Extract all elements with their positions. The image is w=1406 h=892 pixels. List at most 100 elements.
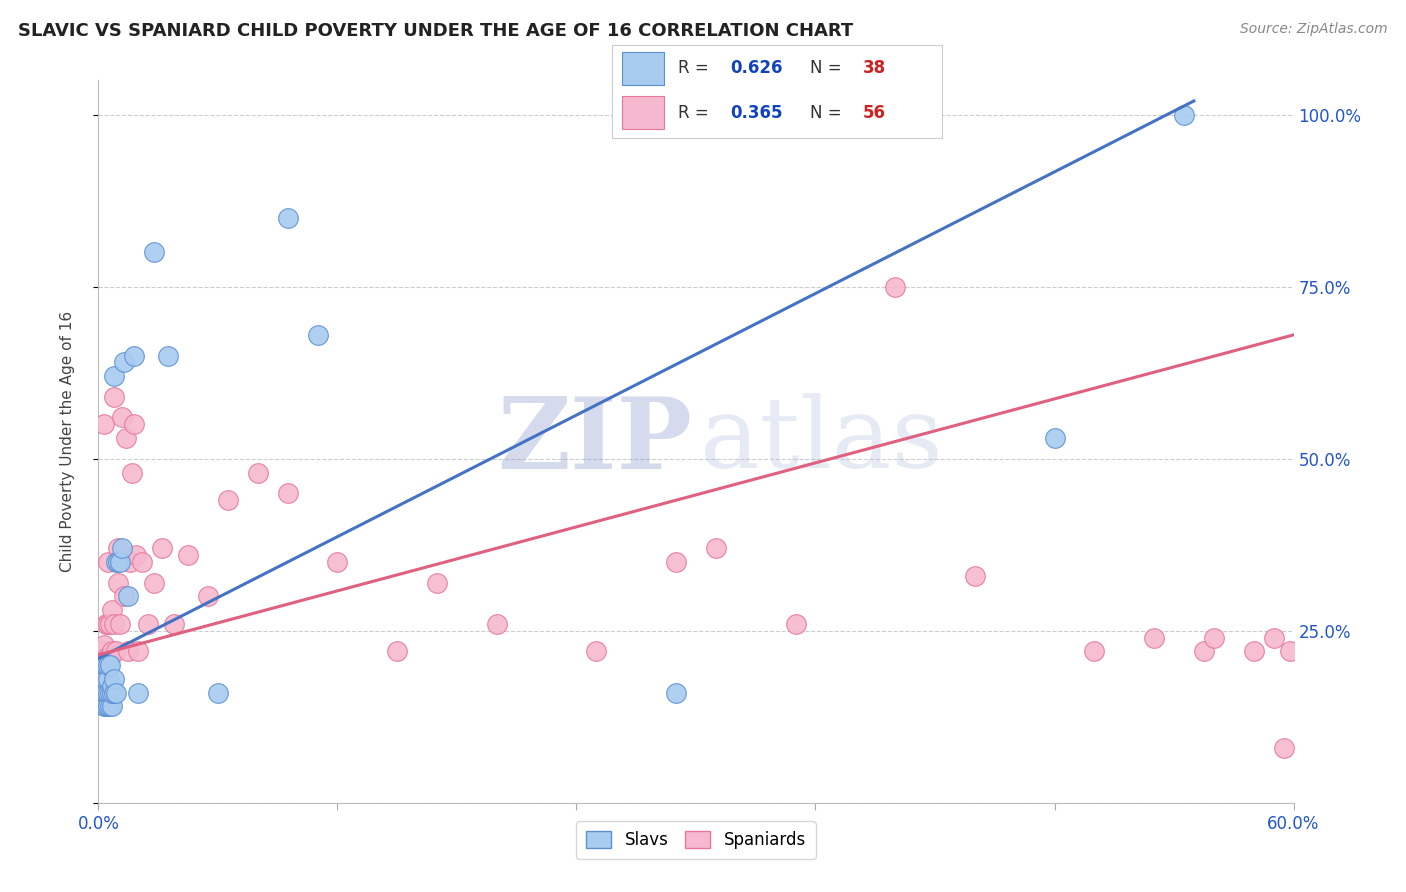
Point — [105, 686, 128, 700]
Text: SLAVIC VS SPANIARD CHILD POVERTY UNDER THE AGE OF 16 CORRELATION CHART: SLAVIC VS SPANIARD CHILD POVERTY UNDER T… — [18, 22, 853, 40]
Point — [963, 568, 986, 582]
Point — [1263, 631, 1285, 645]
Point — [101, 644, 124, 658]
Point — [1043, 431, 1066, 445]
Text: Source: ZipAtlas.com: Source: ZipAtlas.com — [1240, 22, 1388, 37]
Point — [105, 555, 128, 569]
Point — [277, 486, 299, 500]
Point — [485, 616, 508, 631]
Point — [117, 644, 139, 658]
Point — [101, 686, 124, 700]
Point — [97, 658, 120, 673]
Point — [101, 699, 124, 714]
Point — [107, 555, 129, 569]
Point — [101, 603, 124, 617]
Point — [97, 651, 120, 665]
Point — [150, 541, 173, 556]
Point — [110, 616, 132, 631]
Point — [1202, 631, 1225, 645]
Point — [107, 541, 129, 556]
Point — [124, 417, 146, 432]
Point — [97, 699, 120, 714]
Point — [1143, 631, 1166, 645]
Point — [89, 658, 111, 673]
Text: 38: 38 — [863, 60, 886, 78]
Point — [97, 616, 120, 631]
Point — [101, 679, 124, 693]
Point — [785, 616, 807, 631]
Point — [125, 548, 148, 562]
Point — [197, 590, 219, 604]
Point — [124, 349, 146, 363]
Point — [93, 672, 115, 686]
Point — [121, 466, 143, 480]
Point — [103, 672, 125, 686]
Point — [585, 644, 607, 658]
Point — [127, 686, 149, 700]
Legend: Slavs, Spaniards: Slavs, Spaniards — [576, 822, 815, 860]
Text: 0.365: 0.365 — [731, 103, 783, 121]
Point — [127, 644, 149, 658]
Bar — [621, 96, 665, 129]
Text: 56: 56 — [863, 103, 886, 121]
Y-axis label: Child Poverty Under the Age of 16: Child Poverty Under the Age of 16 — [60, 311, 75, 572]
Point — [143, 575, 166, 590]
Point — [98, 658, 122, 673]
Point — [103, 369, 125, 384]
Point — [91, 672, 114, 686]
Text: N =: N = — [810, 60, 846, 78]
Point — [103, 390, 125, 404]
Point — [110, 555, 132, 569]
Point — [112, 590, 135, 604]
Text: R =: R = — [678, 103, 714, 121]
Text: 0.626: 0.626 — [731, 60, 783, 78]
Bar — [621, 52, 665, 85]
Point — [93, 417, 115, 432]
Point — [93, 658, 115, 673]
Point — [111, 410, 134, 425]
Point — [157, 349, 180, 363]
Point — [143, 245, 166, 260]
Point — [426, 575, 449, 590]
Point — [120, 555, 142, 569]
Point — [1192, 644, 1215, 658]
Point — [665, 555, 688, 569]
Point — [96, 616, 118, 631]
Point — [1278, 644, 1301, 658]
Point — [91, 644, 114, 658]
Point — [326, 555, 349, 569]
Text: R =: R = — [678, 60, 714, 78]
Point — [112, 355, 135, 369]
Point — [665, 686, 688, 700]
Point — [1243, 644, 1265, 658]
Point — [98, 616, 122, 631]
Point — [131, 555, 153, 569]
Text: ZIP: ZIP — [498, 393, 692, 490]
Text: atlas: atlas — [700, 393, 942, 490]
Point — [115, 431, 138, 445]
Point — [1272, 740, 1295, 755]
Point — [97, 686, 120, 700]
Point — [93, 638, 115, 652]
Point — [103, 686, 125, 700]
Point — [117, 590, 139, 604]
Point — [1083, 644, 1105, 658]
Point — [136, 616, 159, 631]
Point — [98, 686, 122, 700]
Point — [163, 616, 186, 631]
Point — [96, 672, 118, 686]
Point — [96, 699, 118, 714]
Point — [1173, 108, 1195, 122]
Point — [93, 699, 115, 714]
Point — [207, 686, 229, 700]
Point — [107, 575, 129, 590]
Point — [884, 279, 907, 293]
Point — [98, 699, 122, 714]
Point — [98, 651, 122, 665]
Point — [96, 651, 118, 665]
Point — [704, 541, 727, 556]
Point — [217, 493, 239, 508]
Point — [111, 541, 134, 556]
Point — [385, 644, 409, 658]
Point — [96, 658, 118, 673]
